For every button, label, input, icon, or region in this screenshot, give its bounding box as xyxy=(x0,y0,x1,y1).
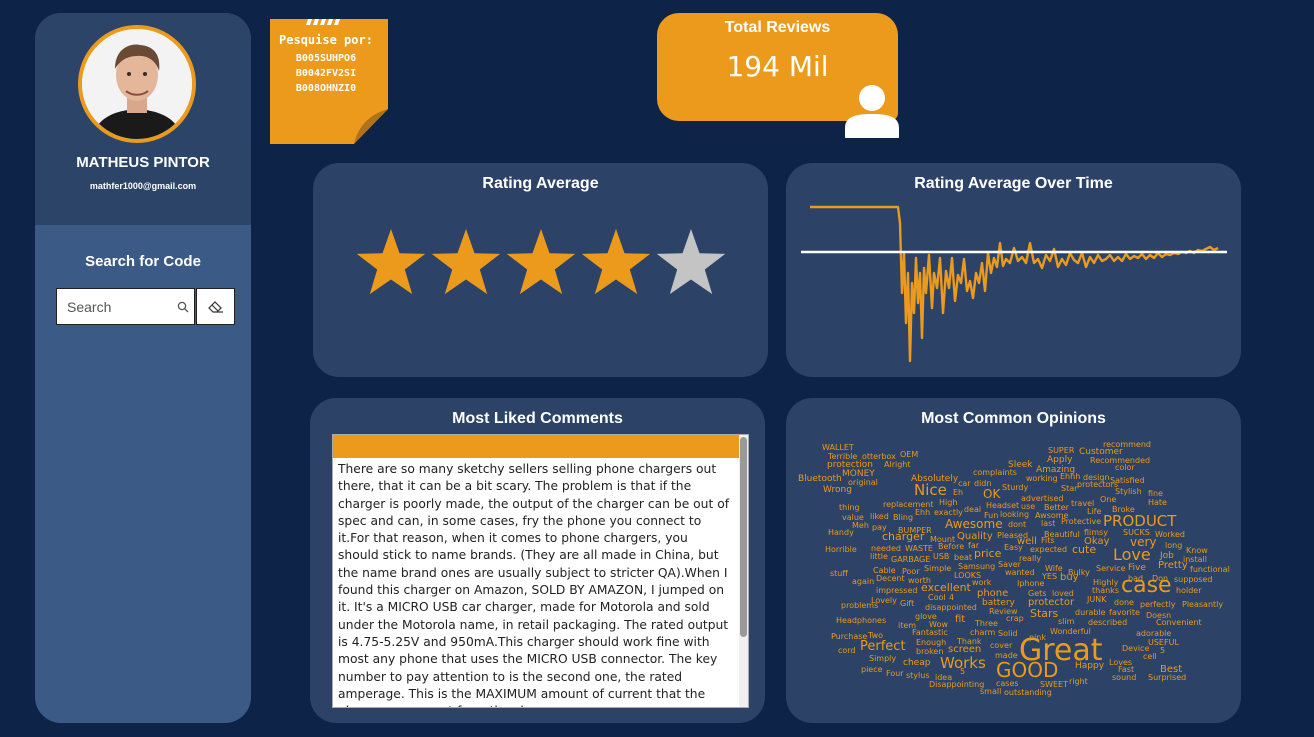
eraser-icon[interactable] xyxy=(196,288,235,325)
card-title: Most Common Opinions xyxy=(921,410,1106,427)
magnifier-icon[interactable] xyxy=(172,301,194,313)
search-input[interactable]: Search xyxy=(56,288,195,325)
trend-chart xyxy=(801,205,1227,363)
star-filled-icon xyxy=(356,229,426,295)
comment-text: There are so many sketchy sellers sellin… xyxy=(338,462,730,707)
note-code: B0042FV2SI xyxy=(295,68,357,79)
search-placeholder: Search xyxy=(67,298,112,315)
comments-scrollbar[interactable] xyxy=(739,435,748,707)
profile-email: mathfer1000@gmail.com xyxy=(89,181,197,191)
scrollbar-thumb[interactable] xyxy=(740,437,747,637)
comments-card: Most Liked Comments There are so many sk… xyxy=(310,398,765,723)
profile-name: MATHEUS PINTOR xyxy=(76,154,210,171)
kpi-value: 194 Mil xyxy=(726,50,829,83)
sticky-note-text: Pesquise por: B005SUHPO6 B0042FV2SI B008… xyxy=(270,33,382,96)
star-filled-icon xyxy=(581,229,651,295)
star-filled-icon xyxy=(506,229,576,295)
comments-header xyxy=(333,435,739,458)
user-icon xyxy=(845,84,899,142)
total-reviews-card: Total Reviews 194 Mil xyxy=(657,13,898,121)
sticky-note: Pesquise por: B005SUHPO6 B0042FV2SI B008… xyxy=(270,19,388,144)
profile-panel: MATHEUS PINTOR mathfer1000@gmail.com xyxy=(35,13,251,225)
star-empty-icon xyxy=(656,229,726,295)
card-title: Rating Average Over Time xyxy=(914,175,1113,192)
star-rating xyxy=(355,229,727,301)
avatar xyxy=(78,25,196,143)
star-filled-icon xyxy=(431,229,501,295)
card-title: Rating Average xyxy=(482,175,599,192)
rating-average-card: Rating Average xyxy=(313,163,768,377)
sticky-note-shape xyxy=(270,19,388,144)
search-title: Search for Code xyxy=(85,253,201,270)
note-title: Pesquise por: xyxy=(279,33,373,47)
kpi-label: Total Reviews xyxy=(724,19,831,36)
rating-trend-card: Rating Average Over Time xyxy=(786,163,1241,377)
card-title: Most Liked Comments xyxy=(452,410,623,427)
opinions-card: Most Common Opinions xyxy=(786,398,1241,723)
trend-line xyxy=(810,205,1219,363)
note-code: B005SUHPO6 xyxy=(295,53,357,64)
avatar-person-icon xyxy=(82,29,192,139)
comments-table[interactable]: There are so many sketchy sellers sellin… xyxy=(332,434,749,708)
sidebar: MATHEUS PINTOR mathfer1000@gmail.com Sea… xyxy=(35,13,251,723)
note-code: B008OHNZI0 xyxy=(295,83,357,94)
